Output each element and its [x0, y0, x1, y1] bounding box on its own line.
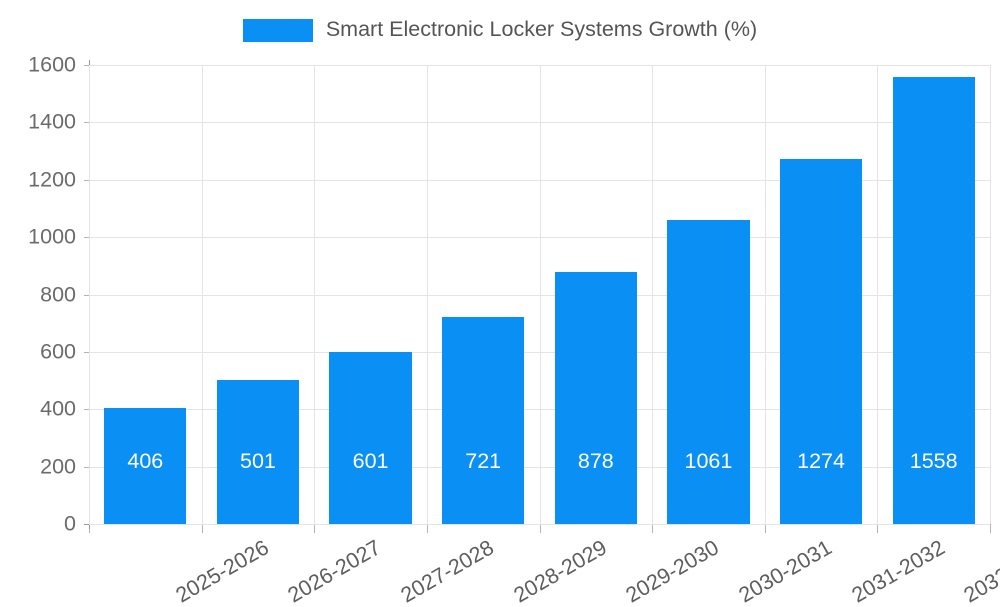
x-axis-label: 2029-2030 [622, 535, 724, 607]
bar[interactable]: 501 [216, 380, 300, 524]
bar-value-label: 601 [352, 448, 389, 473]
y-tick-mark [84, 351, 90, 353]
y-tick-label: 1200 [28, 167, 76, 191]
x-tick-mark [539, 524, 541, 533]
y-tick-label: 0 [64, 511, 76, 536]
y-tick-label: 1600 [28, 52, 76, 77]
x-axis-label: 2025-2026 [171, 535, 273, 607]
x-gridline [201, 65, 203, 524]
x-gridline [539, 65, 541, 524]
bar-value-label: 1061 [684, 448, 733, 473]
bar[interactable]: 878 [554, 272, 637, 524]
bar-value-label: 878 [577, 448, 614, 473]
x-axis-label: 2032-2033 [959, 535, 1000, 607]
bar[interactable]: 1274 [779, 158, 863, 524]
x-axis-label: 2027-2028 [396, 535, 498, 607]
legend-label: Smart Electronic Locker Systems Growth (… [325, 17, 758, 42]
x-axis-label: 2028-2029 [509, 535, 611, 607]
y-tick-label: 600 [40, 339, 76, 364]
y-tick-label: 800 [40, 281, 76, 306]
bar[interactable]: 1558 [892, 77, 975, 524]
y-tick-mark [84, 466, 90, 468]
y-tick-label: 200 [40, 453, 76, 478]
y-tick-label: 400 [40, 396, 76, 421]
x-tick-mark [990, 524, 991, 533]
y-tick-label: 1400 [28, 109, 76, 134]
bar[interactable]: 601 [329, 351, 412, 524]
chart-legend: Smart Electronic Locker Systems Growth (… [0, 12, 1000, 48]
bar-value-label: 406 [127, 448, 164, 473]
y-tick-mark [84, 179, 90, 181]
x-tick-mark [764, 524, 766, 533]
x-tick-mark [201, 524, 203, 533]
bar-value-label: 721 [465, 448, 502, 473]
y-tick-mark [84, 237, 90, 239]
x-gridline [652, 65, 654, 524]
x-tick-mark [652, 524, 654, 533]
bar[interactable]: 1061 [667, 219, 750, 524]
legend-swatch-icon [242, 18, 313, 42]
y-tick-mark [84, 65, 90, 66]
x-gridline [764, 65, 766, 524]
y-tick-mark [84, 122, 90, 124]
x-gridline [89, 65, 90, 524]
x-gridline [426, 65, 428, 524]
y-tick-mark [84, 294, 90, 296]
x-axis-label: 2031-2032 [847, 535, 949, 607]
x-axis-label: 2030-2031 [734, 535, 836, 607]
x-tick-mark [877, 524, 879, 533]
x-gridline [990, 65, 991, 524]
bar-value-label: 1274 [797, 448, 845, 473]
y-gridline [89, 524, 990, 525]
y-tick-mark [84, 409, 90, 411]
y-tick-label: 1000 [28, 224, 76, 249]
bar-value-label: 501 [239, 448, 276, 473]
x-gridline [877, 65, 879, 524]
bar-value-label: 1558 [909, 448, 958, 473]
bar[interactable]: 721 [442, 317, 525, 524]
x-tick-mark [314, 524, 316, 533]
plot-area: 406 501 601 721 878 1061 1274 1558 [89, 65, 991, 525]
x-gridline [314, 65, 316, 524]
bar[interactable]: 406 [104, 407, 187, 524]
x-tick-mark [426, 524, 428, 533]
x-axis-label: 2026-2027 [284, 535, 386, 607]
